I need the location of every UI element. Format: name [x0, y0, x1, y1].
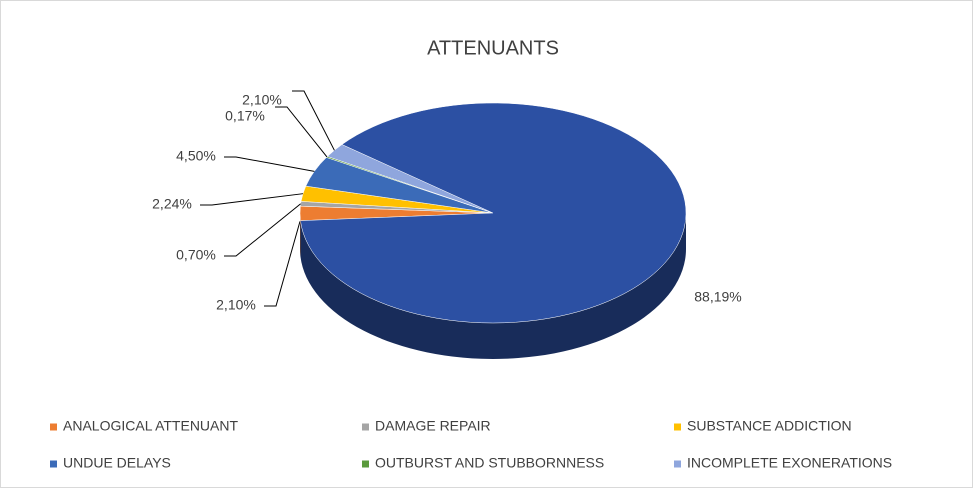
legend-label: DAMAGE REPAIR	[375, 418, 491, 434]
legend-label: OUTBURST AND STUBBORNNESS	[375, 455, 604, 471]
data-label: 0,70%	[176, 247, 216, 263]
data-label: 2,10%	[242, 92, 282, 108]
leader-line	[200, 193, 304, 206]
leader-line	[224, 156, 315, 172]
slice-side	[300, 213, 687, 360]
leader-line	[292, 90, 335, 151]
leader-line	[224, 203, 301, 257]
legend-swatch	[362, 423, 369, 431]
legend-swatch	[674, 460, 681, 468]
legend-label: INCOMPLETE EXONERATIONS	[687, 455, 892, 471]
legend-label: UNDUE DELAYS	[63, 455, 171, 471]
slice	[300, 102, 687, 324]
leader-line	[264, 221, 301, 307]
chart-title: ATTENUANTS	[427, 37, 559, 59]
data-label: 0,17%	[225, 108, 265, 124]
legend-swatch	[50, 460, 57, 468]
legend-swatch	[674, 423, 681, 431]
legend-label: SUBSTANCE ADDICTION	[687, 418, 852, 434]
legend-label: ANALOGICAL ATTENUANT	[63, 418, 238, 434]
data-label: 4,50%	[176, 148, 216, 164]
legend-swatch	[50, 423, 57, 431]
data-label: 88,19%	[694, 289, 741, 305]
leader-line	[275, 106, 328, 158]
data-label: 2,24%	[152, 196, 192, 212]
legend-swatch	[362, 460, 369, 468]
data-label: 2,10%	[216, 297, 256, 313]
